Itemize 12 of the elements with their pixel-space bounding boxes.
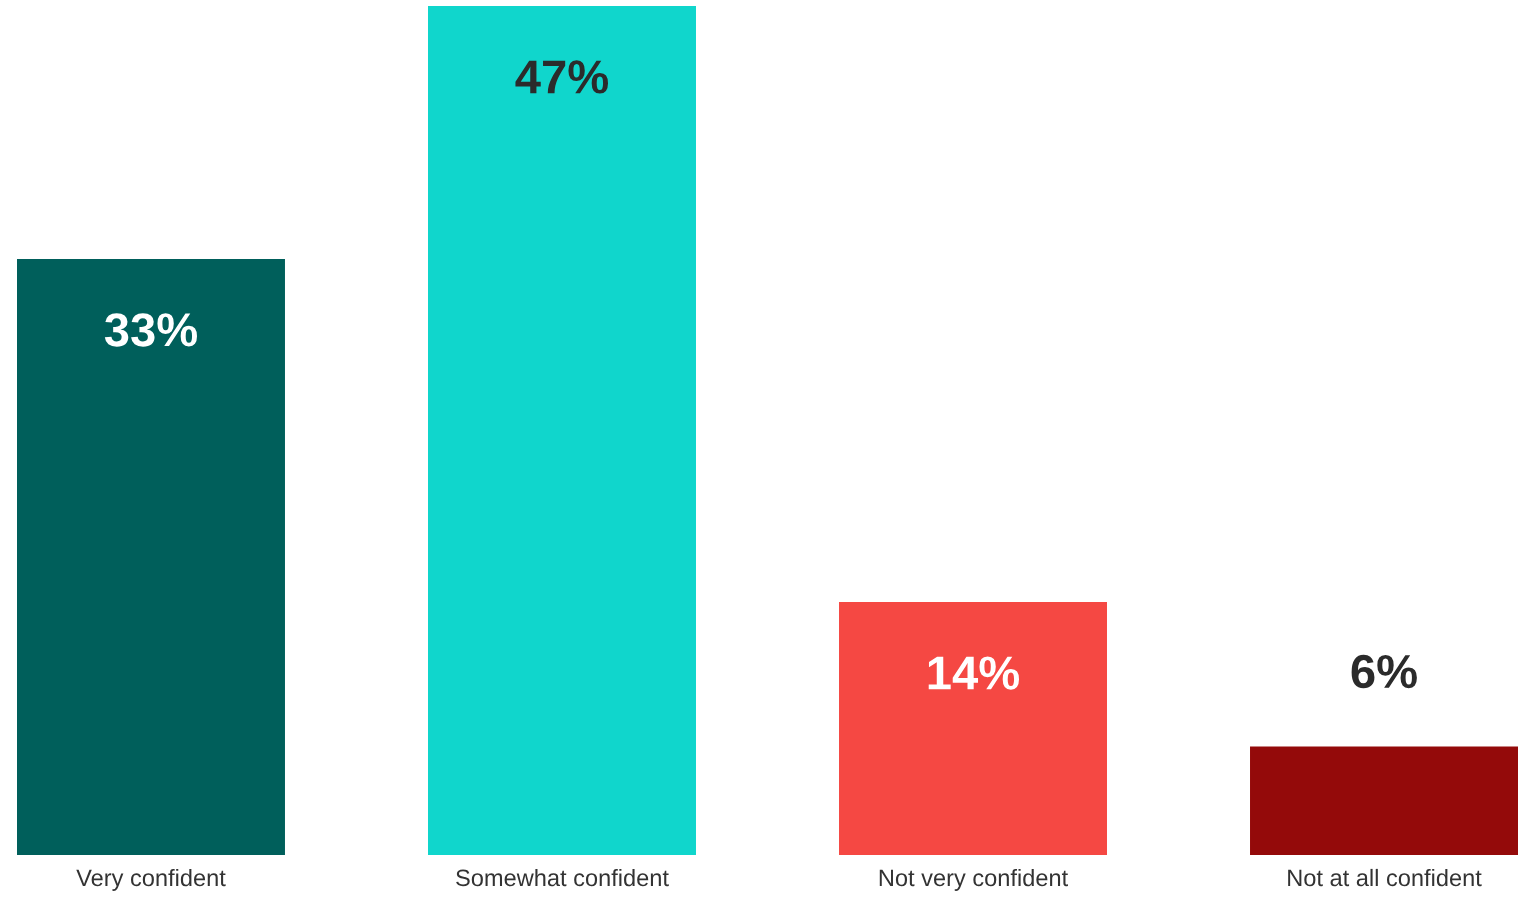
data-label: 14% xyxy=(928,656,1020,690)
x-tick-label: Somewhat confident xyxy=(456,868,669,887)
data-label: 47% xyxy=(515,60,609,94)
data-label: 33% xyxy=(104,313,197,347)
x-tick-label: Not at all confident xyxy=(1288,868,1482,887)
bar xyxy=(1250,746,1518,855)
x-tick-label: Not very confident xyxy=(879,868,1068,891)
bar xyxy=(428,6,696,855)
bar xyxy=(839,602,1107,855)
data-label: 6% xyxy=(1351,654,1417,689)
x-tick-label: Very confident xyxy=(76,868,226,891)
bar xyxy=(17,258,285,855)
